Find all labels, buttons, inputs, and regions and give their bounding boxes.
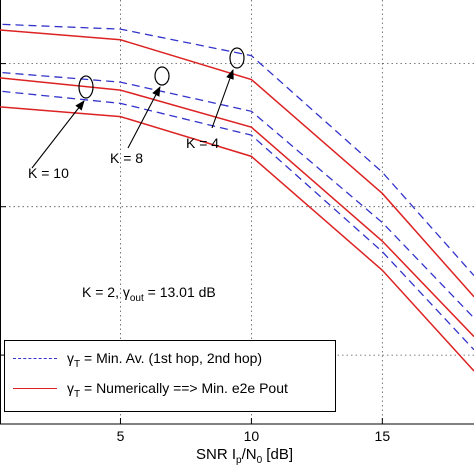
series-line-4 xyxy=(0,77,474,338)
plot-frame xyxy=(0,0,474,425)
annotation-label: K = 4 xyxy=(186,135,219,151)
legend-swatch-solid xyxy=(13,388,57,389)
series-line-6 xyxy=(0,106,474,372)
legend-entry-dashed: γT = Min. Av. (1st hop, 2nd hop) xyxy=(5,347,335,371)
legend-swatch-dashed xyxy=(13,358,57,359)
x-tick-label: 10 xyxy=(244,428,260,444)
series-line-2 xyxy=(0,29,474,298)
series-layer xyxy=(0,23,474,372)
annotation-arrow xyxy=(211,69,234,129)
x-tick-label: 5 xyxy=(117,428,125,444)
annotation-label: K = 10 xyxy=(28,165,69,181)
annotation-ellipse xyxy=(154,66,170,86)
legend: γT = Min. Av. (1st hop, 2nd hop) γT = Nu… xyxy=(4,340,336,412)
legend-label-solid: γT = Numerically ==> Min. e2e Pout xyxy=(67,380,288,400)
annotation-arrow xyxy=(127,86,161,149)
x-tick-label: 15 xyxy=(375,428,391,444)
annotation-ellipse xyxy=(229,47,245,69)
legend-entry-solid: γT = Numerically ==> Min. e2e Pout xyxy=(5,377,335,401)
series-line-5 xyxy=(0,90,474,351)
series-line-3 xyxy=(0,71,474,319)
parameter-label: K = 2, γout = 13.01 dB xyxy=(82,284,216,304)
grid-lines xyxy=(0,0,474,424)
x-axis-label: SNR Ip/N0 [dB] xyxy=(196,446,293,466)
annotation-label: K = 8 xyxy=(110,150,143,166)
legend-label-dashed: γT = Min. Av. (1st hop, 2nd hop) xyxy=(67,350,263,370)
series-line-1 xyxy=(0,23,474,277)
annotation-arrow xyxy=(31,100,85,169)
annotation-layer: K = 10 K = 8 K = 4 xyxy=(28,47,245,181)
annotation-ellipse xyxy=(78,75,94,99)
